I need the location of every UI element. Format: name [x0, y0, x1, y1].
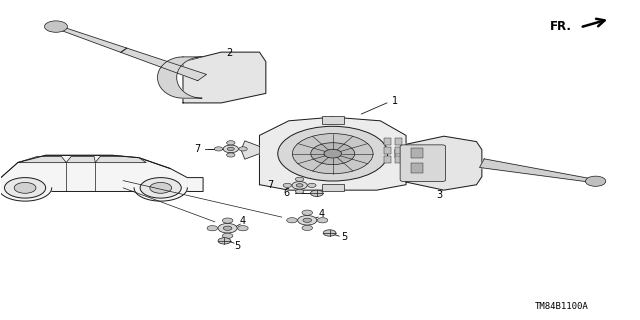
Polygon shape — [54, 25, 207, 81]
Bar — [395, 156, 403, 163]
Circle shape — [292, 181, 307, 189]
Polygon shape — [95, 156, 146, 163]
Polygon shape — [259, 117, 406, 190]
Circle shape — [296, 189, 304, 194]
Text: TM84B1100A: TM84B1100A — [535, 302, 589, 311]
Polygon shape — [18, 156, 67, 163]
Text: 4: 4 — [318, 209, 324, 219]
Circle shape — [227, 147, 234, 151]
Circle shape — [292, 133, 373, 174]
Circle shape — [317, 218, 328, 223]
Circle shape — [14, 182, 36, 193]
Text: 7: 7 — [195, 144, 201, 154]
Bar — [322, 116, 344, 124]
Text: 5: 5 — [234, 241, 240, 251]
Circle shape — [324, 149, 342, 158]
Circle shape — [283, 183, 292, 188]
Circle shape — [308, 183, 316, 188]
Circle shape — [298, 215, 317, 225]
Circle shape — [227, 141, 235, 145]
Circle shape — [323, 230, 336, 236]
Circle shape — [227, 153, 235, 157]
Circle shape — [278, 126, 388, 181]
Bar — [384, 138, 392, 145]
Circle shape — [237, 226, 248, 231]
Bar — [384, 147, 392, 154]
Bar — [384, 156, 392, 163]
Circle shape — [302, 210, 312, 215]
Circle shape — [218, 238, 231, 244]
Circle shape — [310, 190, 323, 196]
Text: 5: 5 — [341, 232, 348, 243]
Circle shape — [311, 143, 355, 164]
Text: 1: 1 — [392, 96, 398, 106]
Circle shape — [303, 218, 312, 222]
Circle shape — [296, 184, 303, 187]
Polygon shape — [406, 136, 482, 190]
Circle shape — [222, 218, 233, 223]
Polygon shape — [395, 143, 420, 164]
Bar — [395, 147, 403, 154]
Circle shape — [45, 21, 67, 32]
Polygon shape — [0, 188, 52, 201]
Bar — [412, 163, 423, 172]
Text: 6: 6 — [284, 188, 290, 198]
Circle shape — [223, 226, 232, 230]
Text: 7: 7 — [267, 180, 273, 190]
Polygon shape — [67, 156, 95, 163]
Text: 4: 4 — [239, 216, 245, 226]
Bar — [412, 148, 423, 158]
Bar — [322, 184, 344, 191]
Circle shape — [586, 176, 606, 186]
Circle shape — [239, 147, 247, 151]
Text: FR.: FR. — [550, 20, 572, 33]
Polygon shape — [241, 141, 259, 159]
Circle shape — [4, 178, 45, 198]
Text: 2: 2 — [227, 48, 232, 58]
Circle shape — [218, 223, 237, 233]
Polygon shape — [0, 155, 203, 191]
Circle shape — [302, 225, 312, 230]
Circle shape — [287, 218, 297, 223]
Circle shape — [223, 145, 239, 153]
Circle shape — [140, 178, 181, 198]
Polygon shape — [157, 57, 202, 98]
Bar — [395, 138, 403, 145]
FancyBboxPatch shape — [400, 145, 445, 181]
Circle shape — [222, 233, 233, 238]
Circle shape — [150, 182, 172, 193]
Polygon shape — [183, 52, 266, 103]
Circle shape — [214, 147, 223, 151]
Circle shape — [296, 177, 304, 181]
Polygon shape — [134, 188, 188, 201]
Text: 3: 3 — [436, 190, 443, 200]
Polygon shape — [479, 159, 596, 183]
Circle shape — [207, 226, 218, 231]
